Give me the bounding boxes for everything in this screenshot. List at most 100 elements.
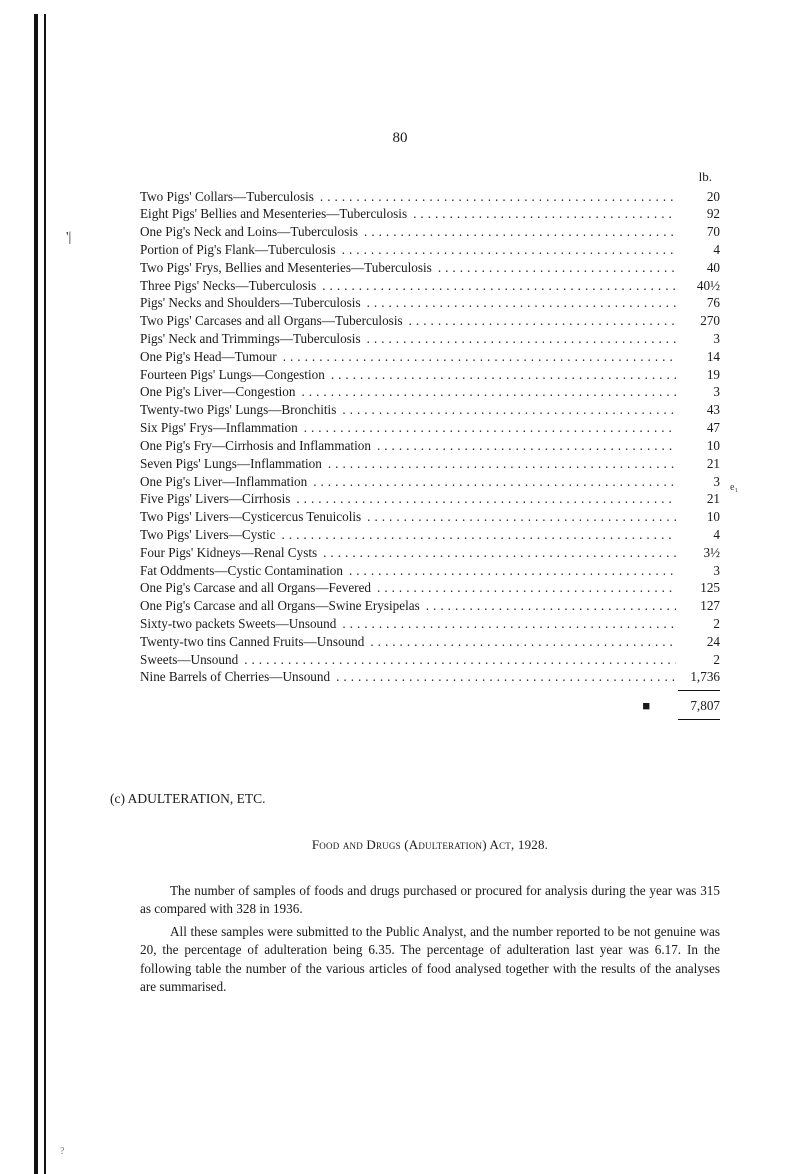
table-row: Six Pigs' Frys—Inflammation.............… xyxy=(140,419,720,437)
data-rows: Two Pigs' Collars—Tuberculosis..........… xyxy=(140,188,720,687)
unit-header: lb. xyxy=(140,168,720,186)
row-value: 2 xyxy=(676,615,720,633)
row-description: Two Pigs' Frys, Bellies and Mesenteries—… xyxy=(140,259,432,277)
row-value: 14 xyxy=(676,348,720,366)
leader-dots: ........................................… xyxy=(330,668,676,686)
row-value: 1,736 xyxy=(676,668,720,686)
leader-dots: ........................................… xyxy=(407,205,676,223)
table-row: Two Pigs' Collars—Tuberculosis..........… xyxy=(140,188,720,206)
margin-tick: '| xyxy=(66,230,71,246)
page-smudge: ? xyxy=(60,1146,64,1157)
leader-dots: ........................................… xyxy=(276,526,676,544)
leader-dots: ........................................… xyxy=(361,294,676,312)
row-value: 3½ xyxy=(676,544,720,562)
leader-dots: ........................................… xyxy=(336,615,676,633)
row-description: One Pig's Carcase and all Organs—Fevered xyxy=(140,579,371,597)
row-value: 4 xyxy=(676,241,720,259)
row-value: 4 xyxy=(676,526,720,544)
leader-dots: ........................................… xyxy=(371,579,676,597)
row-value: 20 xyxy=(676,188,720,206)
row-value: 70 xyxy=(676,223,720,241)
table-row: One Pig's Neck and Loins—Tuberculosis...… xyxy=(140,223,720,241)
table-row: Nine Barrels of Cherries—Unsound........… xyxy=(140,668,720,686)
row-description: Four Pigs' Kidneys—Renal Cysts xyxy=(140,544,317,562)
leader-dots: ........................................… xyxy=(296,383,677,401)
table-row: Two Pigs' Frys, Bellies and Mesenteries—… xyxy=(140,259,720,277)
row-value: 92 xyxy=(676,205,720,223)
row-description: Two Pigs' Collars—Tuberculosis xyxy=(140,188,314,206)
table-row: Seven Pigs' Lungs—Inflammation..........… xyxy=(140,455,720,473)
row-value: 40 xyxy=(676,259,720,277)
table-row: Four Pigs' Kidneys—Renal Cysts..........… xyxy=(140,544,720,562)
row-description: One Pig's Fry—Cirrhosis and Inflammation xyxy=(140,437,371,455)
row-description: Five Pigs' Livers—Cirrhosis xyxy=(140,490,290,508)
row-description: One Pig's Carcase and all Organs—Swine E… xyxy=(140,597,420,615)
margin-annotation: e₁ xyxy=(730,482,738,493)
row-description: Fat Oddments—Cystic Contamination xyxy=(140,562,343,580)
row-value: 76 xyxy=(676,294,720,312)
leader-dots: ........................................… xyxy=(371,437,676,455)
table-row: Fat Oddments—Cystic Contamination.......… xyxy=(140,562,720,580)
table-row: One Pig's Carcase and all Organs—Fevered… xyxy=(140,579,720,597)
row-value: 3 xyxy=(676,383,720,401)
row-description: Sweets—Unsound xyxy=(140,651,238,669)
row-value: 127 xyxy=(676,597,720,615)
leader-dots: ........................................… xyxy=(364,633,676,651)
page-left-rule-inner xyxy=(44,14,46,1174)
row-value: 270 xyxy=(676,312,720,330)
leader-dots: ........................................… xyxy=(336,401,676,419)
section-c-title: (c) ADULTERATION, ETC. xyxy=(110,790,720,808)
total-bullet-icon: ■ xyxy=(642,697,650,715)
row-value: 43 xyxy=(676,401,720,419)
table-row: Five Pigs' Livers—Cirrhosis.............… xyxy=(140,490,720,508)
table-row: Pigs' Necks and Shoulders—Tuberculosis..… xyxy=(140,294,720,312)
leader-dots: ........................................… xyxy=(361,330,676,348)
leader-dots: ........................................… xyxy=(361,508,676,526)
leader-dots: ........................................… xyxy=(314,188,676,206)
row-description: Six Pigs' Frys—Inflammation xyxy=(140,419,298,437)
total-rule-bottom xyxy=(678,719,720,720)
row-value: 21 xyxy=(676,490,720,508)
row-description: Fourteen Pigs' Lungs—Congestion xyxy=(140,366,325,384)
row-description: Eight Pigs' Bellies and Mesenteries—Tube… xyxy=(140,205,407,223)
paragraph-2: All these samples were submitted to the … xyxy=(140,923,720,997)
leader-dots: ........................................… xyxy=(403,312,676,330)
page-number: 80 xyxy=(0,130,800,147)
table-row: Two Pigs' Carcases and all Organs—Tuberc… xyxy=(140,312,720,330)
table-row: Sixty-two packets Sweets—Unsound........… xyxy=(140,615,720,633)
table-row: Pigs' Neck and Trimmings—Tuberculosis...… xyxy=(140,330,720,348)
leader-dots: ........................................… xyxy=(432,259,676,277)
page-content: lb. Two Pigs' Collars—Tuberculosis......… xyxy=(140,168,720,997)
row-description: Two Pigs' Carcases and all Organs—Tuberc… xyxy=(140,312,403,330)
table-row: Twenty-two tins Canned Fruits—Unsound...… xyxy=(140,633,720,651)
row-value: 40½ xyxy=(676,277,720,295)
table-row: Two Pigs' Livers—Cysticercus Tenuicolis.… xyxy=(140,508,720,526)
leader-dots: ........................................… xyxy=(343,562,676,580)
row-description: Two Pigs' Livers—Cystic xyxy=(140,526,276,544)
leader-dots: ........................................… xyxy=(322,455,676,473)
row-description: Nine Barrels of Cherries—Unsound xyxy=(140,668,330,686)
row-value: 10 xyxy=(676,437,720,455)
row-value: 19 xyxy=(676,366,720,384)
leader-dots: ........................................… xyxy=(238,651,676,669)
row-description: One Pig's Head—Tumour xyxy=(140,348,277,366)
row-value: 125 xyxy=(676,579,720,597)
row-value: 24 xyxy=(676,633,720,651)
row-description: Twenty-two tins Canned Fruits—Unsound xyxy=(140,633,364,651)
table-row: One Pig's Fry—Cirrhosis and Inflammation… xyxy=(140,437,720,455)
table-row: One Pig's Carcase and all Organs—Swine E… xyxy=(140,597,720,615)
row-description: Three Pigs' Necks—Tuberculosis xyxy=(140,277,316,295)
table-row: Fourteen Pigs' Lungs—Congestion.........… xyxy=(140,366,720,384)
leader-dots: ........................................… xyxy=(298,419,676,437)
row-value: 3 xyxy=(676,330,720,348)
row-description: Pigs' Neck and Trimmings—Tuberculosis xyxy=(140,330,361,348)
section-adulteration: (c) ADULTERATION, ETC. Food and Drugs (A… xyxy=(140,790,720,997)
row-description: Twenty-two Pigs' Lungs—Bronchitis xyxy=(140,401,336,419)
row-description: Pigs' Necks and Shoulders—Tuberculosis xyxy=(140,294,361,312)
row-description: One Pig's Neck and Loins—Tuberculosis xyxy=(140,223,358,241)
table-row: Eight Pigs' Bellies and Mesenteries—Tube… xyxy=(140,205,720,223)
table-row: Sweets—Unsound..........................… xyxy=(140,651,720,669)
row-description: Sixty-two packets Sweets—Unsound xyxy=(140,615,336,633)
paragraph-1-text: The number of samples of foods and drugs… xyxy=(140,883,720,916)
act-line: Food and Drugs (Adulteration) Act, 1928. xyxy=(140,836,720,854)
